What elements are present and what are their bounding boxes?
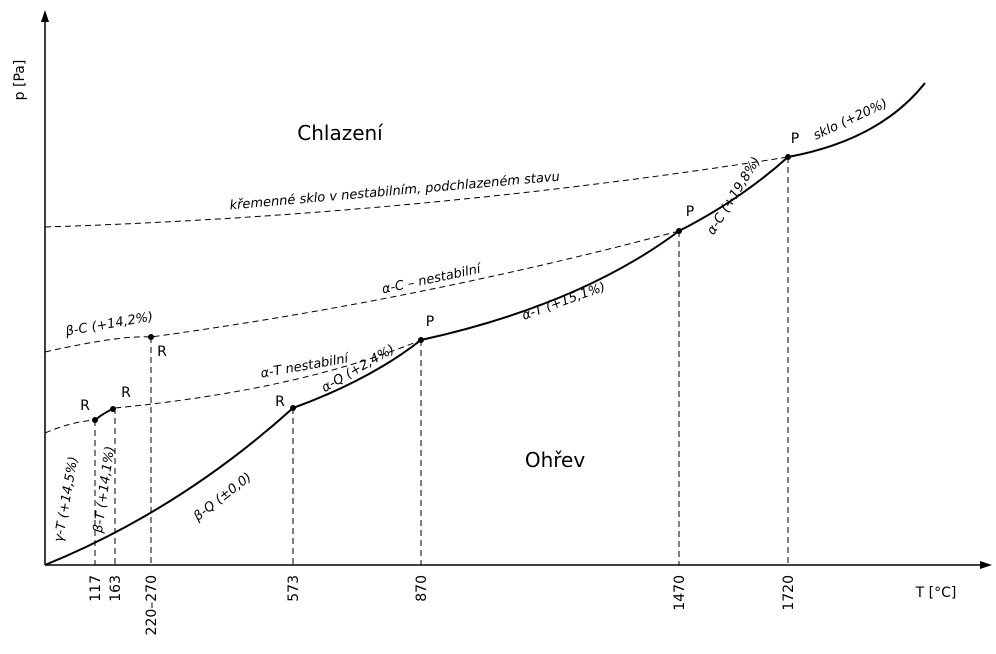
point-label: P (426, 314, 434, 330)
y-axis-label: p [Pa] (12, 60, 28, 101)
gamma-line (44, 419, 96, 434)
x-axis-label: T [°C] (915, 585, 957, 601)
solid-curves (44, 82, 926, 566)
glass-line (44, 156, 789, 228)
alpha-t-line (114, 339, 422, 409)
point (418, 337, 424, 343)
tick-lines (94, 157, 789, 565)
alpha-c-curve (678, 156, 789, 232)
x-tick-label: 117 (88, 575, 104, 602)
phase-label: α-C (+19,8%) (704, 155, 764, 238)
point-label: R (275, 394, 285, 410)
points (92, 154, 791, 423)
point-label: R (157, 344, 167, 360)
point (785, 154, 791, 160)
point-label: P (686, 204, 694, 220)
phase-label: β-C (+14,2%) (64, 309, 155, 339)
point-label: P (791, 131, 799, 147)
alpha-t-curve (420, 230, 680, 341)
x-tick-label: 220–270 (144, 575, 160, 635)
point (676, 228, 682, 234)
axes (41, 10, 992, 569)
region-label: Chlazení (297, 121, 384, 145)
alpha-q-curve (292, 339, 422, 409)
x-tick-label: 163 (108, 575, 124, 602)
beta-q-curve (44, 407, 294, 566)
point (110, 406, 116, 412)
phase-label: α-T (+15,1%) (520, 280, 608, 324)
glass-curve (787, 82, 926, 158)
x-tick-label: 1720 (781, 575, 797, 611)
x-tick-label: 870 (414, 575, 430, 602)
point-label: R (121, 385, 131, 401)
alpha-c-line (44, 230, 680, 353)
phase-label: α-C – nestabilní (381, 261, 485, 297)
x-tick-label: 1470 (672, 575, 688, 611)
point (148, 334, 154, 340)
region-label: Ohřev (525, 448, 586, 472)
x-tick-label: 573 (286, 575, 302, 602)
point-label: R (80, 398, 90, 414)
x-arrow (980, 561, 992, 569)
y-arrow (41, 10, 49, 22)
phase-label: γ-T (+14,5%) (52, 455, 82, 543)
phase-label: křemenné sklo v nestabilním, podchlazené… (229, 170, 560, 214)
phase-label: β-Q (±0,0) (190, 470, 254, 525)
point (92, 417, 98, 423)
dashed-curves (44, 156, 789, 565)
phase-label: sklo (+20%) (811, 96, 890, 143)
point (290, 405, 296, 411)
